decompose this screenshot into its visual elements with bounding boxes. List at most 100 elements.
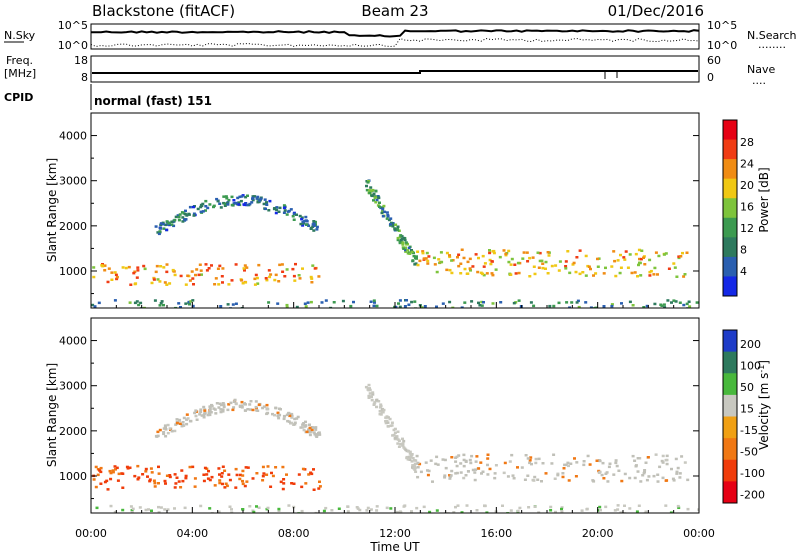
data-cell <box>612 473 616 476</box>
data-cell <box>375 505 379 508</box>
data-cell <box>617 469 621 472</box>
data-cell <box>652 474 656 478</box>
data-cell <box>648 258 652 262</box>
data-cell <box>202 405 206 409</box>
data-cell <box>225 484 229 488</box>
data-cell <box>219 305 223 308</box>
data-cell <box>534 461 538 465</box>
data-cell <box>601 461 605 465</box>
colorbar-tick-label: -50 <box>740 446 758 459</box>
data-cell <box>173 507 176 510</box>
data-cell <box>407 246 411 250</box>
data-cell <box>241 482 245 486</box>
data-cell <box>366 506 370 510</box>
data-cell <box>604 505 608 509</box>
data-cell <box>491 273 495 277</box>
x-tick-label: 20:00 <box>582 527 614 540</box>
data-cell <box>678 476 682 479</box>
data-cell <box>470 454 474 458</box>
data-cell <box>665 462 669 466</box>
data-cell <box>493 472 497 475</box>
data-cell <box>329 306 333 308</box>
data-cell <box>255 276 259 280</box>
data-cell <box>178 422 182 425</box>
data-cell <box>114 468 117 471</box>
data-cell <box>283 275 287 278</box>
data-cell <box>281 270 285 273</box>
data-cell <box>216 267 220 270</box>
data-cell <box>633 459 637 462</box>
data-cell <box>550 264 554 268</box>
data-cell <box>141 473 145 476</box>
data-cell <box>635 510 639 513</box>
data-cell <box>421 250 425 253</box>
cpid-label: CPID <box>4 91 33 104</box>
data-cell <box>574 270 578 274</box>
data-cell <box>191 304 195 308</box>
data-cell <box>564 265 568 268</box>
data-cell <box>679 255 683 258</box>
data-cell <box>653 302 657 306</box>
colorbar-segment <box>723 256 737 277</box>
data-cell <box>293 279 297 282</box>
data-cell <box>193 477 197 480</box>
data-cell <box>152 479 156 482</box>
data-cell <box>184 283 188 286</box>
data-cell <box>230 195 234 199</box>
data-cell <box>94 465 98 469</box>
data-cell <box>386 421 390 424</box>
data-cell <box>585 508 589 511</box>
data-cell <box>134 282 138 285</box>
data-cell <box>459 272 463 275</box>
data-cell <box>187 300 191 304</box>
data-cell <box>208 405 212 408</box>
data-cell <box>223 202 227 206</box>
nave-tick-bottom: 0 <box>707 71 714 84</box>
data-cell <box>234 402 238 406</box>
data-cell <box>155 264 159 268</box>
data-cell <box>462 458 466 462</box>
data-cell <box>485 511 489 513</box>
data-cell <box>468 458 472 462</box>
data-cell <box>416 263 420 267</box>
data-cell <box>521 257 525 260</box>
data-cell <box>198 263 202 266</box>
data-cell <box>643 470 646 473</box>
data-cell <box>175 418 179 421</box>
data-cell <box>147 508 150 511</box>
data-cell <box>376 204 380 207</box>
data-cell <box>656 480 660 483</box>
data-cell <box>192 205 195 209</box>
data-cell <box>562 467 566 470</box>
data-cell <box>534 457 538 461</box>
data-cell <box>564 267 568 270</box>
data-cell <box>278 263 282 267</box>
data-cell <box>615 464 619 468</box>
data-cell <box>158 304 162 307</box>
data-cell <box>287 504 291 507</box>
data-cell <box>234 302 238 305</box>
data-cell <box>313 433 317 436</box>
data-cell <box>428 510 432 513</box>
data-cell <box>256 195 260 199</box>
data-cell <box>207 267 211 270</box>
data-cell <box>567 464 570 468</box>
data-cell <box>602 477 606 480</box>
data-cell <box>143 267 147 271</box>
data-cell <box>199 410 203 414</box>
data-cell <box>312 488 316 491</box>
data-cell <box>396 225 400 228</box>
data-cell <box>597 509 600 512</box>
data-cell <box>452 511 456 513</box>
data-cell <box>464 474 468 477</box>
data-cell <box>157 511 161 513</box>
data-cell <box>485 272 489 275</box>
data-cell <box>277 509 281 512</box>
y-tick-label: 3000 <box>59 175 87 188</box>
data-cell <box>109 471 113 475</box>
data-cell <box>462 476 466 480</box>
data-cell <box>402 446 406 449</box>
data-cell <box>257 506 261 509</box>
data-cell <box>261 479 265 482</box>
data-cell <box>587 265 591 268</box>
